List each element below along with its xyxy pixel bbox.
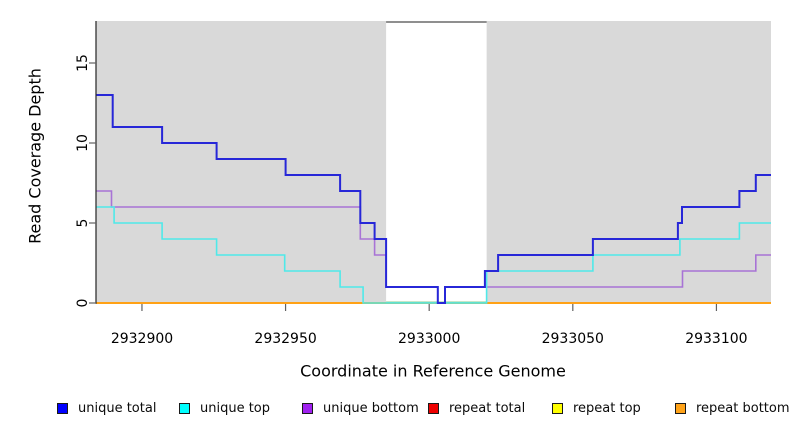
legend-swatch-repeat-total [428,402,439,414]
legend-label: unique top [200,400,271,416]
legend: unique total unique top unique bottom repea… [0,399,792,419]
legend-swatch-repeat-bottom [675,402,686,414]
legend-label: unique bottom [323,400,419,416]
legend-item-unique-bottom: unique bottom [302,399,419,417]
x-tick-label: 2932950 [254,331,317,347]
legend-swatch-repeat-top [552,402,563,414]
legend-item-unique-total: unique total [57,399,156,417]
legend-item-unique-top: unique top [179,399,270,417]
legend-label: repeat bottom [696,400,790,416]
x-tick-label: 2932900 [110,331,174,347]
legend-item-repeat-bottom: repeat bottom [675,399,790,417]
y-tick-label: 15 [75,54,91,72]
y-tick-label: 10 [75,134,91,152]
series-line-unique-top [96,206,771,304]
legend-label: repeat total [449,400,526,416]
legend-swatch-unique-total [57,402,68,414]
x-tick-label: 2933000 [398,331,461,347]
x-tick-label: 2933100 [685,331,748,347]
legend-item-repeat-top: repeat top [552,399,641,417]
no-data-band-top-border [386,21,487,23]
legend-swatch-unique-bottom [302,402,313,414]
legend-swatch-unique-top [179,402,190,414]
series-line-unique-total [96,94,771,304]
y-tick-label: 0 [75,298,91,308]
x-tick-label: 2933050 [541,331,604,347]
y-axis-title: Read Coverage Depth [25,68,45,244]
legend-item-repeat-total: repeat total [428,399,525,417]
no-data-band [386,23,487,303]
y-tick-label: 5 [75,218,91,228]
legend-label: repeat top [573,400,641,416]
legend-label: unique total [78,400,157,416]
x-axis-title: Coordinate in Reference Genome [300,361,566,381]
